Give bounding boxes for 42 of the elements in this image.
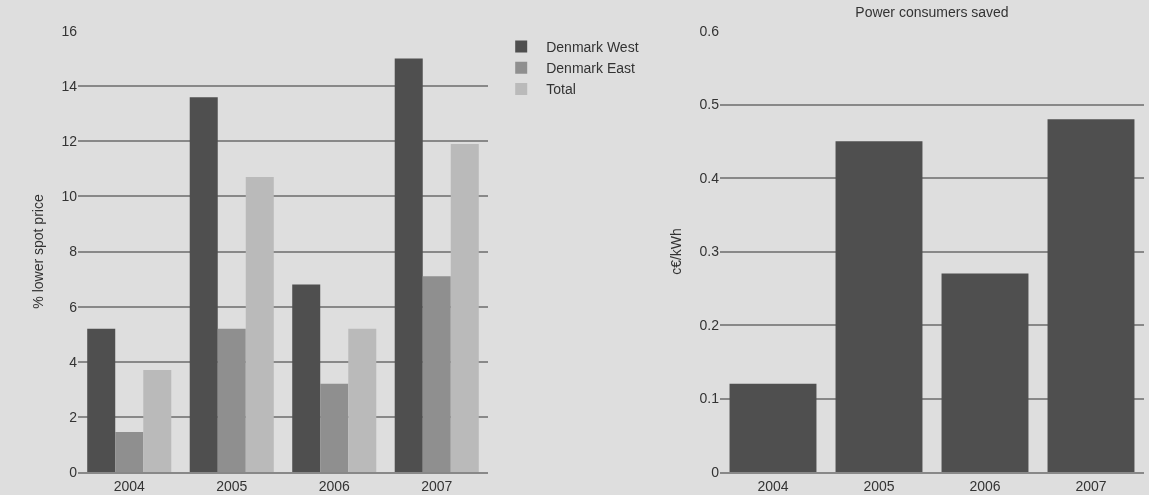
y-tick-label: 10 xyxy=(61,188,78,205)
bar xyxy=(1047,119,1135,472)
bar xyxy=(189,97,218,472)
legend-label: Denmark East xyxy=(546,60,636,77)
x-tick-label: 2005 xyxy=(216,477,248,494)
y-tick-label: 4 xyxy=(69,353,78,370)
y-tick-label: 0.1 xyxy=(699,390,720,407)
bar xyxy=(143,370,172,472)
y-tick-label: 0.6 xyxy=(699,22,720,39)
bar xyxy=(729,383,817,472)
bar xyxy=(87,328,116,472)
x-tick-label: 2007 xyxy=(1075,477,1107,494)
x-tick-label: 2004 xyxy=(113,477,146,494)
y-tick-label: 0.2 xyxy=(699,316,720,333)
bar xyxy=(941,273,1029,472)
legend-label: Total xyxy=(546,81,576,98)
y-tick-label: 0 xyxy=(69,463,78,480)
y-axis-title: % lower spot price xyxy=(30,194,47,309)
legend-label: Denmark West xyxy=(546,39,639,56)
x-tick-label: 2006 xyxy=(318,477,351,494)
x-tick-label: 2006 xyxy=(969,477,1001,494)
y-tick-label: 16 xyxy=(61,22,78,39)
y-tick-label: 0.5 xyxy=(699,96,720,113)
y-tick-label: 6 xyxy=(69,298,78,315)
y-axis-title: c€/kWh xyxy=(668,228,685,275)
chart-title: Power consumers saved xyxy=(855,4,1009,21)
y-tick-label: 12 xyxy=(61,133,78,150)
y-tick-label: 0 xyxy=(711,463,720,480)
y-tick-label: 14 xyxy=(61,78,78,95)
bar xyxy=(348,328,377,472)
y-tick-label: 0.3 xyxy=(699,243,720,260)
bar xyxy=(245,177,274,472)
y-tick-label: 2 xyxy=(69,408,78,425)
y-tick-label: 8 xyxy=(69,243,78,260)
x-tick-label: 2005 xyxy=(863,477,895,494)
bar xyxy=(835,141,923,472)
bar xyxy=(394,58,423,472)
bar xyxy=(450,144,479,472)
y-tick-label: 0.4 xyxy=(699,169,720,186)
x-tick-label: 2007 xyxy=(421,477,453,494)
bar xyxy=(292,284,321,472)
x-tick-label: 2004 xyxy=(757,477,789,494)
